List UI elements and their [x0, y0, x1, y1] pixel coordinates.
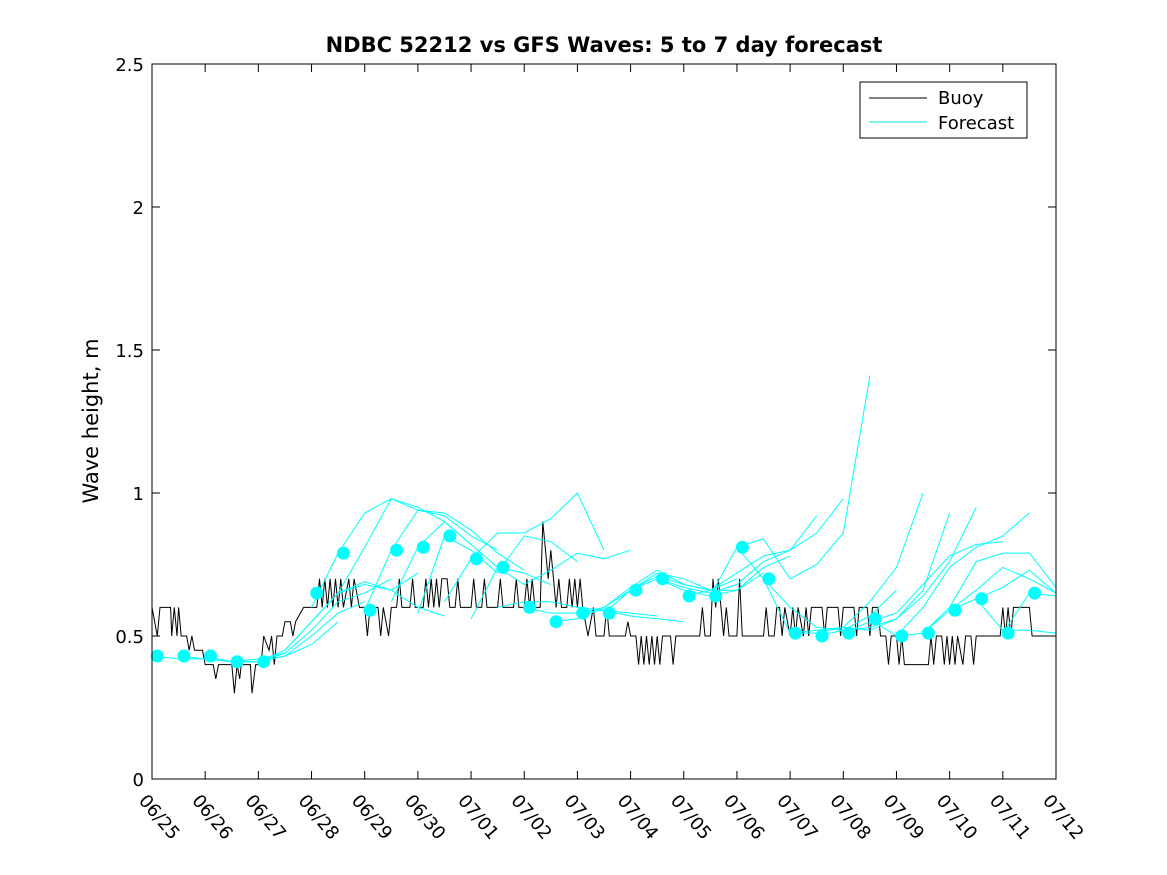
axes-box — [151, 63, 1057, 780]
y-tick-label: 2.5 — [115, 55, 144, 76]
forecast-marker — [895, 629, 909, 643]
forecast-marker — [230, 655, 244, 669]
forecast-marker — [842, 626, 856, 640]
forecast-marker — [1001, 626, 1015, 640]
chart-title: NDBC 52212 vs GFS Waves: 5 to 7 day fore… — [326, 33, 883, 57]
forecast-marker — [390, 543, 404, 557]
forecast-marker — [868, 612, 882, 626]
forecast-marker — [177, 649, 191, 663]
forecast-marker — [310, 586, 324, 600]
y-tick-label: 0.5 — [115, 627, 144, 648]
forecast-marker — [682, 589, 696, 603]
forecast-marker — [469, 552, 483, 566]
forecast-marker — [523, 600, 537, 614]
forecast-marker — [204, 649, 217, 663]
forecast-marker — [443, 529, 457, 543]
forecast-marker — [815, 629, 829, 643]
forecast-line — [922, 566, 1057, 634]
forecast-marker — [257, 655, 271, 669]
legend-box — [859, 81, 1028, 139]
forecast-line — [949, 569, 1057, 611]
forecast-line — [975, 598, 1057, 634]
buoy-line — [151, 521, 1056, 694]
forecast-marker — [363, 603, 377, 617]
forecast-marker — [656, 572, 669, 586]
forecast-marker — [496, 560, 510, 574]
forecast-marker — [921, 626, 935, 640]
forecast-marker — [416, 540, 430, 554]
forecast-marker — [788, 626, 802, 640]
forecast-marker — [549, 615, 563, 629]
y-tick-label: 1 — [133, 484, 144, 505]
forecast-marker — [975, 592, 989, 606]
forecast-marker — [762, 572, 776, 586]
forecast-marker — [709, 589, 723, 603]
forecast-marker — [948, 603, 962, 617]
legend-label-forecast: Forecast — [938, 113, 1014, 134]
y-tick-label: 0 — [133, 770, 144, 791]
forecast-marker — [629, 583, 643, 597]
forecast-marker — [602, 606, 616, 620]
y-tick-label: 1.5 — [115, 341, 144, 362]
forecast-marker — [576, 606, 590, 620]
legend: Buoy Forecast — [859, 81, 1028, 139]
forecast-marker — [150, 649, 164, 663]
forecast-line — [683, 498, 844, 597]
y-tick-label: 2 — [133, 198, 144, 219]
y-axis-label: Wave height, m — [79, 338, 103, 503]
forecast-marker — [336, 546, 350, 560]
forecast-line — [284, 581, 445, 651]
legend-label-buoy: Buoy — [938, 88, 984, 109]
plot-area — [150, 375, 1057, 694]
forecast-line — [497, 601, 658, 617]
forecast-marker — [735, 540, 749, 554]
forecast-marker — [1028, 586, 1042, 600]
